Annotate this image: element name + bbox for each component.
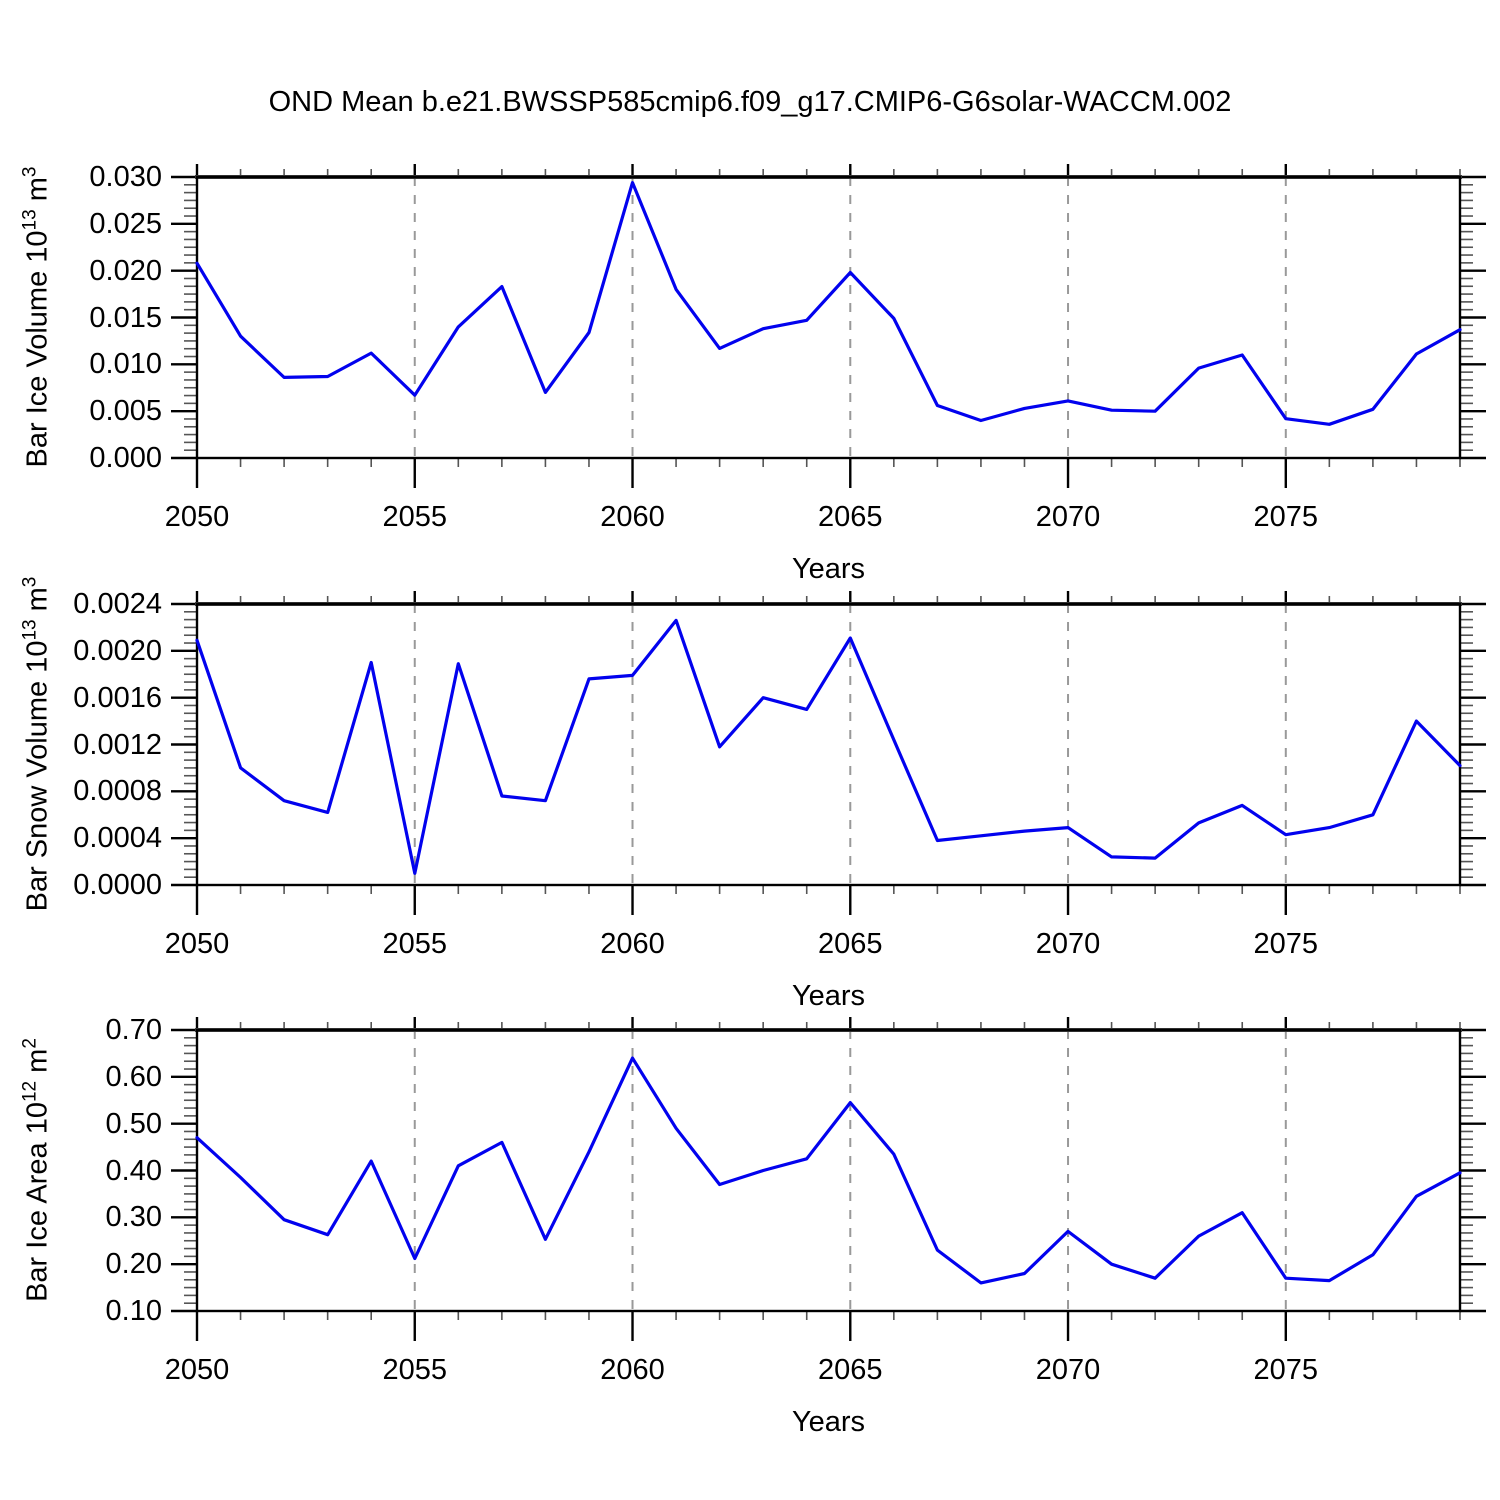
axis-ticks bbox=[171, 1017, 1486, 1341]
gridlines bbox=[413, 1030, 1287, 1311]
panel-1 bbox=[171, 164, 1486, 488]
axis-ticks bbox=[171, 164, 1486, 488]
data-line bbox=[195, 181, 1462, 426]
plot-frame bbox=[195, 175, 1462, 460]
plot-frame bbox=[195, 602, 1462, 887]
data-line bbox=[195, 1056, 1462, 1285]
gridlines bbox=[413, 177, 1287, 458]
gridlines bbox=[413, 604, 1287, 885]
panel-2 bbox=[171, 591, 1486, 915]
panel-3 bbox=[171, 1017, 1486, 1341]
plot-frame bbox=[195, 1028, 1462, 1313]
data-line bbox=[195, 618, 1462, 875]
axis-ticks bbox=[171, 591, 1486, 915]
